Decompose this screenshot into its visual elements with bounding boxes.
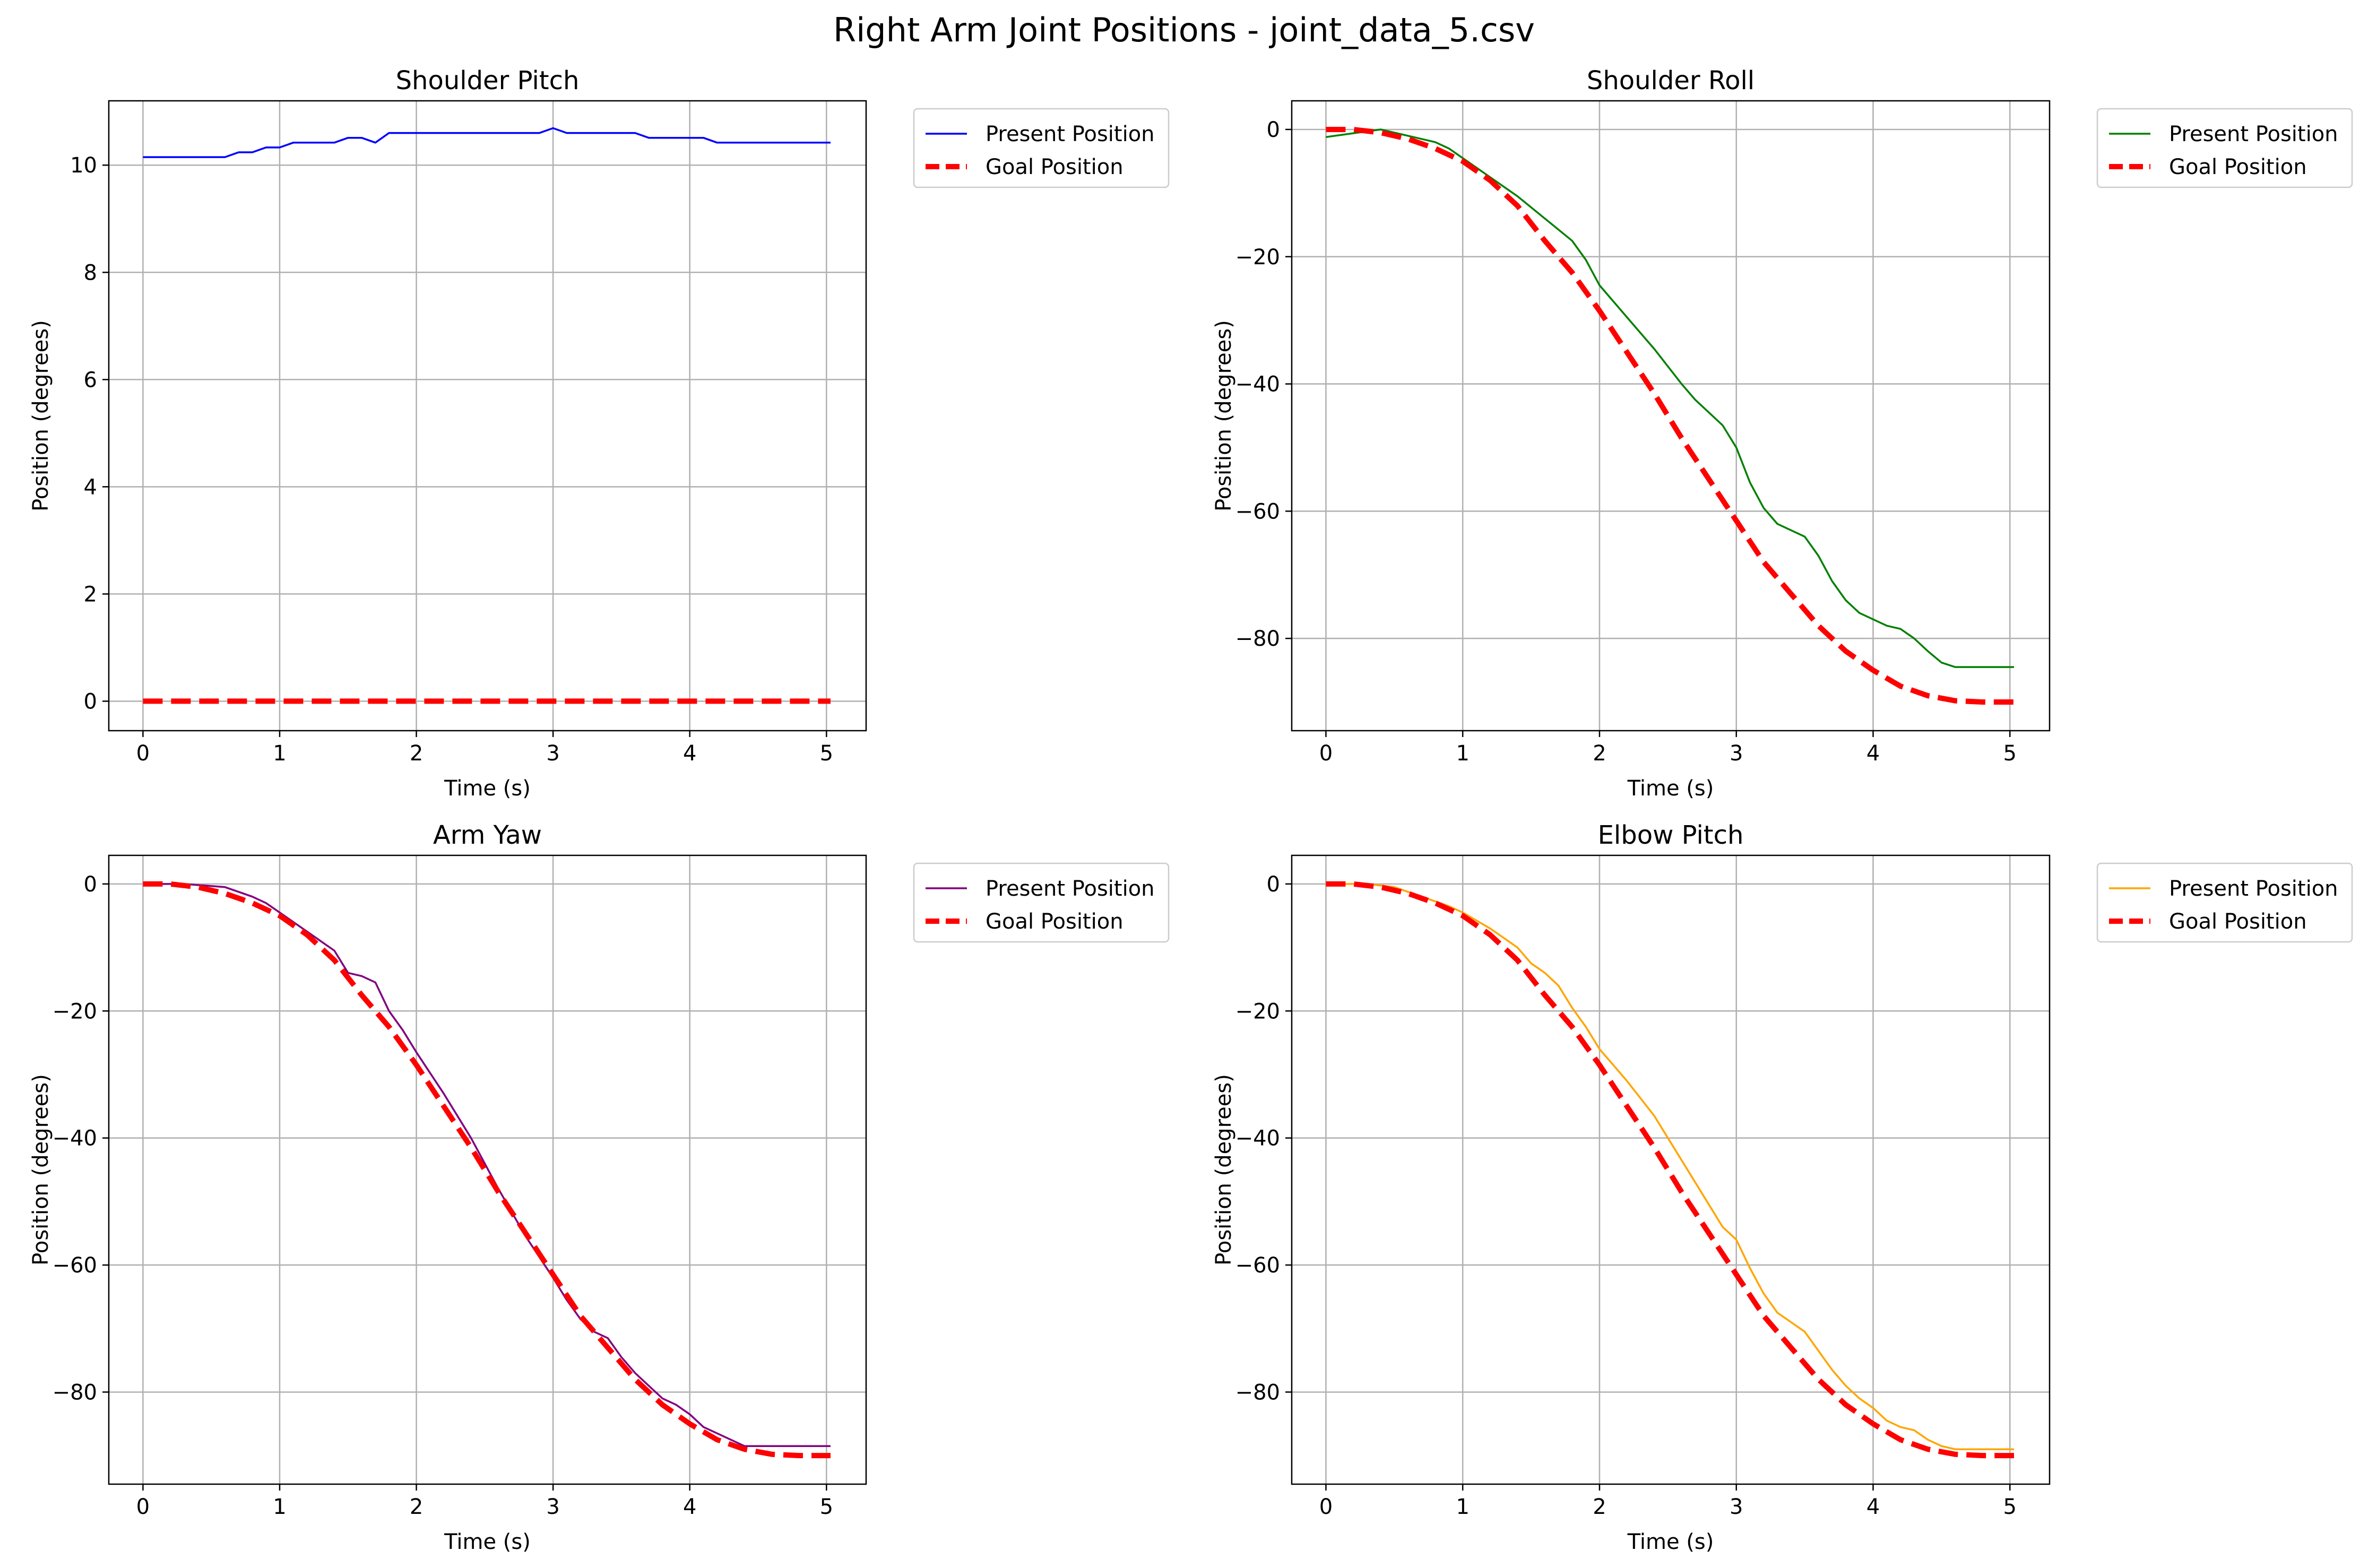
y-tick-label: −20 (1235, 999, 1280, 1024)
legend-box (2096, 108, 2353, 188)
chart-panel: 0 1 2 3 4 5 0 −20 −40 −60 −80 Shoulder Roll Time (s)… (1212, 66, 2353, 801)
chart-title: Elbow Pitch (1598, 820, 1744, 850)
y-tick-label: 0 (84, 872, 97, 897)
chart-title: Shoulder Roll (1587, 66, 1755, 96)
series-group (1326, 127, 2014, 705)
series-group (143, 881, 831, 1459)
chart-title: Arm Yaw (433, 820, 542, 850)
y-tick-label: −80 (53, 1380, 97, 1405)
present-position-line (1326, 128, 2014, 668)
legend-label: Goal Position (986, 155, 1123, 179)
y-tick-label: −20 (1235, 245, 1280, 270)
legend-label: Present Position (2169, 122, 2338, 146)
x-tick-label: 1 (1456, 1495, 1469, 1519)
x-tick-label: 4 (1866, 741, 1880, 766)
legend-label: Present Position (986, 877, 1155, 901)
x-tick-label: 5 (820, 741, 833, 766)
axes-frame (1291, 854, 2051, 1485)
chart-panel: 0 1 2 3 4 5 0 2 4 6 8 10 Shoulder Pitch Time (s) Posit… (29, 66, 1170, 801)
axes-frame (108, 100, 867, 732)
figure-title: Right Arm Joint Positions - joint_data_5… (833, 11, 1535, 49)
y-tick-label: 6 (84, 368, 97, 392)
x-tick-label: 3 (1730, 741, 1743, 766)
y-tick-label: −60 (1235, 499, 1280, 524)
legend: Present Position Goal Position (2096, 862, 2353, 943)
x-tick-label: 1 (273, 1495, 286, 1519)
chart-panel: 0 1 2 3 4 5 0 −20 −40 −60 −80 Arm Yaw Time (s) Positi… (29, 820, 1170, 1554)
y-axis-label: Position (degrees) (1212, 320, 1236, 512)
x-tick-label: 2 (410, 1495, 423, 1519)
x-tick-label: 2 (1593, 1495, 1606, 1519)
x-tick-label: 0 (1319, 741, 1333, 766)
x-axis-label: Time (s) (444, 1530, 531, 1554)
x-axis-label: Time (s) (444, 776, 531, 801)
legend-label: Goal Position (2169, 909, 2307, 934)
legend-box (913, 862, 1170, 943)
series-group (1326, 881, 2014, 1459)
legend-box (913, 108, 1170, 188)
y-tick-label: 4 (84, 475, 97, 499)
legend: Present Position Goal Position (2096, 108, 2353, 188)
y-tick-label: 2 (84, 582, 97, 607)
y-tick-label: −40 (1235, 1127, 1280, 1151)
x-axis-label: Time (s) (1627, 1530, 1714, 1554)
axes-frame (1291, 100, 2051, 732)
y-tick-label: −80 (1235, 1380, 1280, 1405)
legend-box (2096, 862, 2353, 943)
y-axis-label: Position (degrees) (29, 1074, 53, 1266)
x-tick-label: 0 (136, 741, 150, 766)
y-tick-label: −60 (1235, 1253, 1280, 1278)
x-tick-label: 3 (546, 1495, 559, 1519)
axes-frame (108, 854, 867, 1485)
chart-title: Shoulder Pitch (396, 66, 580, 96)
y-tick-label: 0 (1267, 872, 1280, 897)
present-position-line (1326, 883, 2014, 1450)
x-tick-label: 5 (2003, 741, 2017, 766)
x-axis-label: Time (s) (1627, 776, 1714, 801)
x-tick-label: 0 (1319, 1495, 1333, 1519)
legend: Present Position Goal Position (913, 108, 1170, 188)
goal-position-line (1326, 127, 2014, 705)
y-tick-label: −60 (53, 1253, 97, 1278)
x-tick-label: 0 (136, 1495, 150, 1519)
y-tick-label: −80 (1235, 627, 1280, 651)
x-tick-label: 4 (1866, 1495, 1880, 1519)
series-group (143, 127, 831, 704)
x-tick-label: 1 (273, 741, 286, 766)
y-axis-label: Position (degrees) (1212, 1074, 1236, 1266)
x-tick-label: 4 (683, 1495, 696, 1519)
legend-label: Present Position (986, 122, 1155, 146)
x-tick-label: 2 (1593, 741, 1606, 766)
y-tick-label: −40 (53, 1127, 97, 1151)
goal-position-line (143, 881, 831, 1459)
x-tick-label: 1 (1456, 741, 1469, 766)
y-tick-label: −20 (53, 999, 97, 1024)
x-tick-label: 3 (546, 741, 559, 766)
goal-position-line (1326, 881, 2014, 1459)
y-tick-label: 0 (1267, 118, 1280, 142)
x-tick-label: 2 (410, 741, 423, 766)
legend: Present Position Goal Position (913, 862, 1170, 943)
x-tick-label: 5 (2003, 1495, 2017, 1519)
x-tick-label: 4 (683, 741, 696, 766)
x-tick-label: 5 (820, 1495, 833, 1519)
legend-label: Present Position (2169, 877, 2338, 901)
x-tick-label: 3 (1730, 1495, 1743, 1519)
legend-label: Goal Position (986, 909, 1123, 934)
y-axis-label: Position (degrees) (29, 320, 53, 512)
legend-label: Goal Position (2169, 155, 2307, 179)
y-tick-label: 0 (84, 689, 97, 714)
y-tick-label: 8 (84, 261, 97, 285)
chart-panel: 0 1 2 3 4 5 0 −20 −40 −60 −80 Elbow Pitch Time (s) Po… (1212, 820, 2353, 1554)
present-position-line (143, 883, 831, 1447)
y-tick-label: 10 (70, 153, 97, 178)
y-tick-label: −40 (1235, 372, 1280, 397)
present-position-line (143, 127, 831, 158)
